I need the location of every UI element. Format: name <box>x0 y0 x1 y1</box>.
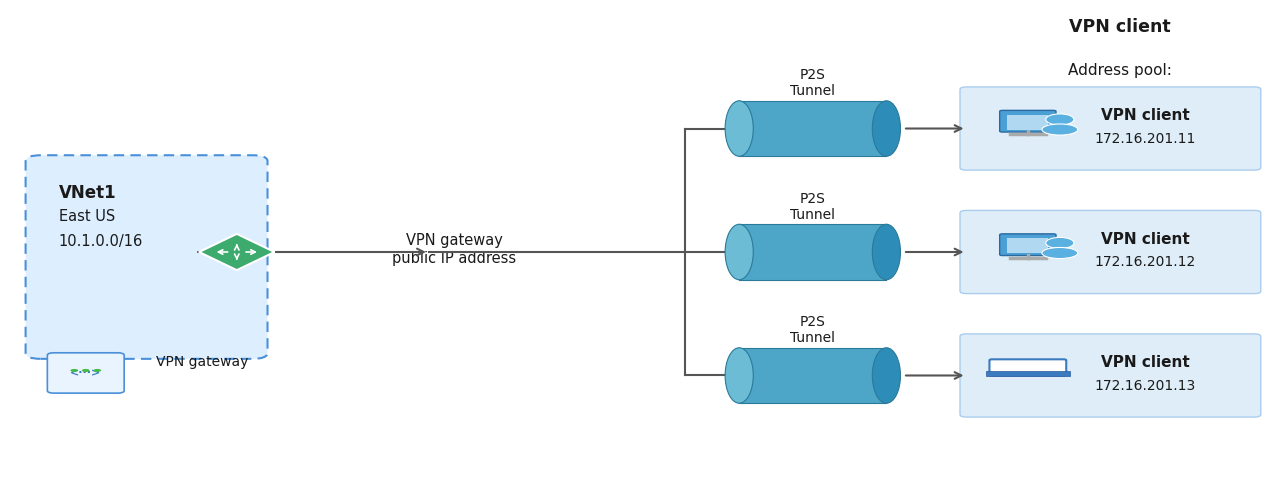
FancyBboxPatch shape <box>989 359 1066 375</box>
FancyBboxPatch shape <box>960 334 1261 417</box>
FancyBboxPatch shape <box>1000 110 1056 132</box>
FancyBboxPatch shape <box>960 211 1261 293</box>
Ellipse shape <box>724 101 754 156</box>
Text: 172.16.201.12: 172.16.201.12 <box>1094 255 1196 269</box>
Circle shape <box>1046 114 1074 125</box>
Ellipse shape <box>873 348 901 403</box>
Ellipse shape <box>1042 124 1078 135</box>
FancyBboxPatch shape <box>26 155 268 359</box>
Circle shape <box>70 369 78 372</box>
Text: VPN client: VPN client <box>1069 18 1171 36</box>
Text: East US: East US <box>59 209 115 224</box>
FancyBboxPatch shape <box>47 353 124 393</box>
FancyBboxPatch shape <box>960 87 1261 170</box>
Text: VPN gateway: VPN gateway <box>156 355 248 369</box>
Ellipse shape <box>873 224 901 280</box>
Text: 172.16.201.11: 172.16.201.11 <box>1094 132 1196 146</box>
Text: P2S
Tunnel: P2S Tunnel <box>790 192 836 222</box>
Text: 10.1.0.0/16: 10.1.0.0/16 <box>59 234 143 249</box>
Ellipse shape <box>873 101 901 156</box>
Bar <box>1007 238 1048 253</box>
Ellipse shape <box>1042 247 1078 259</box>
Bar <box>740 224 887 280</box>
Bar <box>986 371 1070 376</box>
Bar <box>1007 114 1048 130</box>
Text: Address pool:: Address pool: <box>1068 63 1172 78</box>
Text: 172.16.201.13: 172.16.201.13 <box>1094 379 1196 393</box>
Circle shape <box>1046 237 1074 248</box>
Bar <box>740 101 887 156</box>
Ellipse shape <box>724 348 754 403</box>
Text: VPN client: VPN client <box>1101 355 1189 370</box>
Text: VPN client: VPN client <box>1101 232 1189 247</box>
Text: VPN gateway
public IP address: VPN gateway public IP address <box>393 233 516 266</box>
Text: P2S
Tunnel: P2S Tunnel <box>790 68 836 98</box>
Polygon shape <box>198 234 275 270</box>
Text: P2S
Tunnel: P2S Tunnel <box>790 315 836 345</box>
FancyBboxPatch shape <box>1000 234 1056 256</box>
Circle shape <box>93 369 101 372</box>
Ellipse shape <box>724 224 754 280</box>
Text: <···>: <···> <box>70 368 101 378</box>
Text: 172.16.201.0/24: 172.16.201.0/24 <box>1057 106 1183 121</box>
Bar <box>740 348 887 403</box>
Text: VNet1: VNet1 <box>59 184 116 202</box>
Circle shape <box>82 369 90 372</box>
Text: VPN client: VPN client <box>1101 108 1189 123</box>
